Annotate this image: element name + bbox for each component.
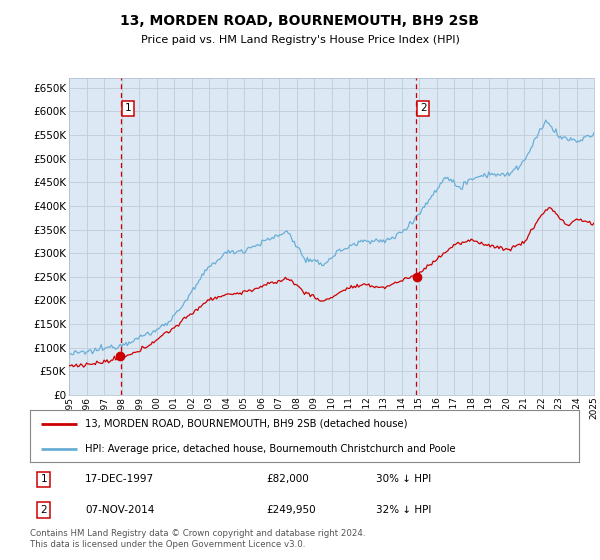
Text: Contains HM Land Registry data © Crown copyright and database right 2024.
This d: Contains HM Land Registry data © Crown c… (30, 529, 365, 549)
Text: Price paid vs. HM Land Registry's House Price Index (HPI): Price paid vs. HM Land Registry's House … (140, 35, 460, 45)
Text: 30% ↓ HPI: 30% ↓ HPI (376, 474, 431, 484)
Text: 2: 2 (40, 505, 47, 515)
Text: 13, MORDEN ROAD, BOURNEMOUTH, BH9 2SB: 13, MORDEN ROAD, BOURNEMOUTH, BH9 2SB (121, 14, 479, 28)
Text: 1: 1 (124, 104, 131, 114)
Text: £82,000: £82,000 (266, 474, 309, 484)
Text: 07-NOV-2014: 07-NOV-2014 (85, 505, 154, 515)
Text: 1: 1 (40, 474, 47, 484)
Text: 17-DEC-1997: 17-DEC-1997 (85, 474, 154, 484)
Text: 2: 2 (420, 104, 427, 114)
Text: £249,950: £249,950 (266, 505, 316, 515)
Text: 32% ↓ HPI: 32% ↓ HPI (376, 505, 431, 515)
Text: 13, MORDEN ROAD, BOURNEMOUTH, BH9 2SB (detached house): 13, MORDEN ROAD, BOURNEMOUTH, BH9 2SB (d… (85, 419, 407, 429)
Text: HPI: Average price, detached house, Bournemouth Christchurch and Poole: HPI: Average price, detached house, Bour… (85, 444, 455, 454)
